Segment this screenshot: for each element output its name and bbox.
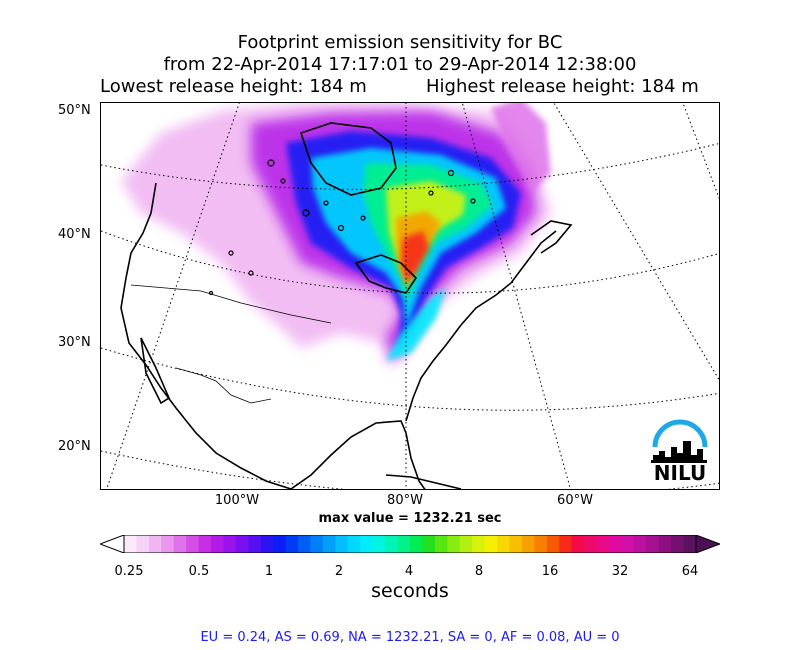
colorbar-segment	[434, 535, 448, 553]
colorbar-segment	[385, 535, 399, 553]
colorbar-segment	[509, 535, 523, 553]
lon-label-100w: 100°W	[214, 493, 260, 508]
colorbar-segment	[459, 535, 473, 553]
colorbar-segment	[372, 535, 386, 553]
colorbar-segment	[298, 535, 312, 553]
east-coast	[405, 230, 557, 422]
gulf-coast	[290, 420, 426, 489]
colorbar-low-extend	[100, 535, 125, 553]
colorbar-unit-label: seconds	[371, 580, 449, 602]
colorbar-segment	[397, 535, 411, 553]
colorbar-segment	[124, 535, 138, 553]
colorbar-segment	[248, 535, 262, 553]
colorbar-segment	[161, 535, 175, 553]
colorbar-segment	[658, 535, 672, 553]
plume-northeast-arm	[491, 103, 551, 193]
colorbar-segment	[633, 535, 647, 553]
colorbar-tick-5: 8	[474, 564, 484, 579]
colorbar-segment	[497, 535, 511, 553]
colorbar-segment	[410, 535, 424, 553]
colorbar-segment	[235, 535, 249, 553]
lon-label-60w: 60°W	[557, 493, 593, 508]
region-totals: EU = 0.24, AS = 0.69, NA = 1232.21, SA =…	[200, 630, 620, 645]
colorbar-segment	[671, 535, 685, 553]
colorbar-segment	[173, 535, 187, 553]
west-coast	[120, 182, 292, 489]
map-canvas	[101, 103, 719, 489]
hudson-bay	[299, 122, 397, 196]
lat-label-20n: 20°N	[58, 439, 91, 454]
colorbar-segment	[148, 535, 162, 553]
colorbar-segment	[285, 535, 299, 553]
colorbar-segment	[223, 535, 237, 553]
colorbar-segment	[683, 535, 697, 553]
colorbar-high-extend	[695, 535, 720, 553]
colorbar-segment	[335, 535, 349, 553]
colorbar-segment	[447, 535, 461, 553]
baja-peninsula	[140, 337, 171, 405]
graticule	[101, 103, 719, 489]
colorbar-segment	[584, 535, 598, 553]
colorbar-segment	[347, 535, 361, 553]
max-value-label: max value = 1232.21 sec	[318, 511, 502, 526]
colorbar-segment	[646, 535, 660, 553]
colorbar-segment	[472, 535, 486, 553]
cuba-island	[385, 474, 462, 489]
colorbar-segment	[608, 535, 622, 553]
colorbar-tick-7: 32	[611, 564, 629, 579]
footprint-map: NILU	[100, 102, 720, 490]
nilu-logo: NILU	[649, 411, 711, 483]
title-line-2: from 22-Apr-2014 17:17:01 to 29-Apr-2014…	[163, 54, 637, 75]
colorbar-tick-6: 16	[541, 564, 559, 579]
colorbar-segments	[124, 535, 697, 553]
maritimes-coast	[530, 220, 573, 254]
colorbar-segment	[596, 535, 610, 553]
lat-label-40n: 40°N	[58, 227, 91, 242]
colorbar-segment	[310, 535, 324, 553]
colorbar-segment	[360, 535, 374, 553]
colorbar-tick-3: 2	[334, 564, 344, 579]
colorbar-segment	[422, 535, 436, 553]
colorbar-segment	[484, 535, 498, 553]
colorbar-segment	[322, 535, 336, 553]
colorbar-segment	[546, 535, 560, 553]
lon-label-80w: 80°W	[387, 493, 423, 508]
colorbar-segment	[260, 535, 274, 553]
colorbar-segment	[273, 535, 287, 553]
colorbar-segment	[521, 535, 535, 553]
colorbar-tick-0: 0.25	[114, 564, 144, 579]
lat-label-50n: 50°N	[58, 103, 91, 118]
colorbar-segment	[186, 535, 200, 553]
lat-label-30n: 30°N	[58, 335, 91, 350]
colorbar-segment	[136, 535, 150, 553]
highest-release-height: Highest release height: 184 m	[426, 76, 699, 97]
plume-southeast-arm	[386, 288, 446, 361]
colorbar-tick-2: 1	[264, 564, 274, 579]
colorbar-segment	[621, 535, 635, 553]
borders	[130, 284, 332, 404]
colorbar-segment	[211, 535, 225, 553]
colorbar-tick-8: 64	[681, 564, 699, 579]
title-line-1: Footprint emission sensitivity for BC	[237, 32, 563, 53]
colorbar-tick-4: 4	[404, 564, 414, 579]
colorbar-segment	[198, 535, 212, 553]
colorbar-segment	[571, 535, 585, 553]
colorbar	[100, 535, 720, 553]
great-lakes	[354, 254, 418, 294]
lakes	[208, 159, 476, 296]
sensitivity-field	[121, 103, 551, 365]
colorbar-tick-1: 0.5	[188, 564, 210, 579]
coastlines	[120, 122, 573, 489]
lowest-release-height: Lowest release height: 184 m	[100, 76, 367, 97]
colorbar-segment	[534, 535, 548, 553]
nilu-logo-text: NILU	[653, 461, 707, 485]
colorbar-segment	[559, 535, 573, 553]
